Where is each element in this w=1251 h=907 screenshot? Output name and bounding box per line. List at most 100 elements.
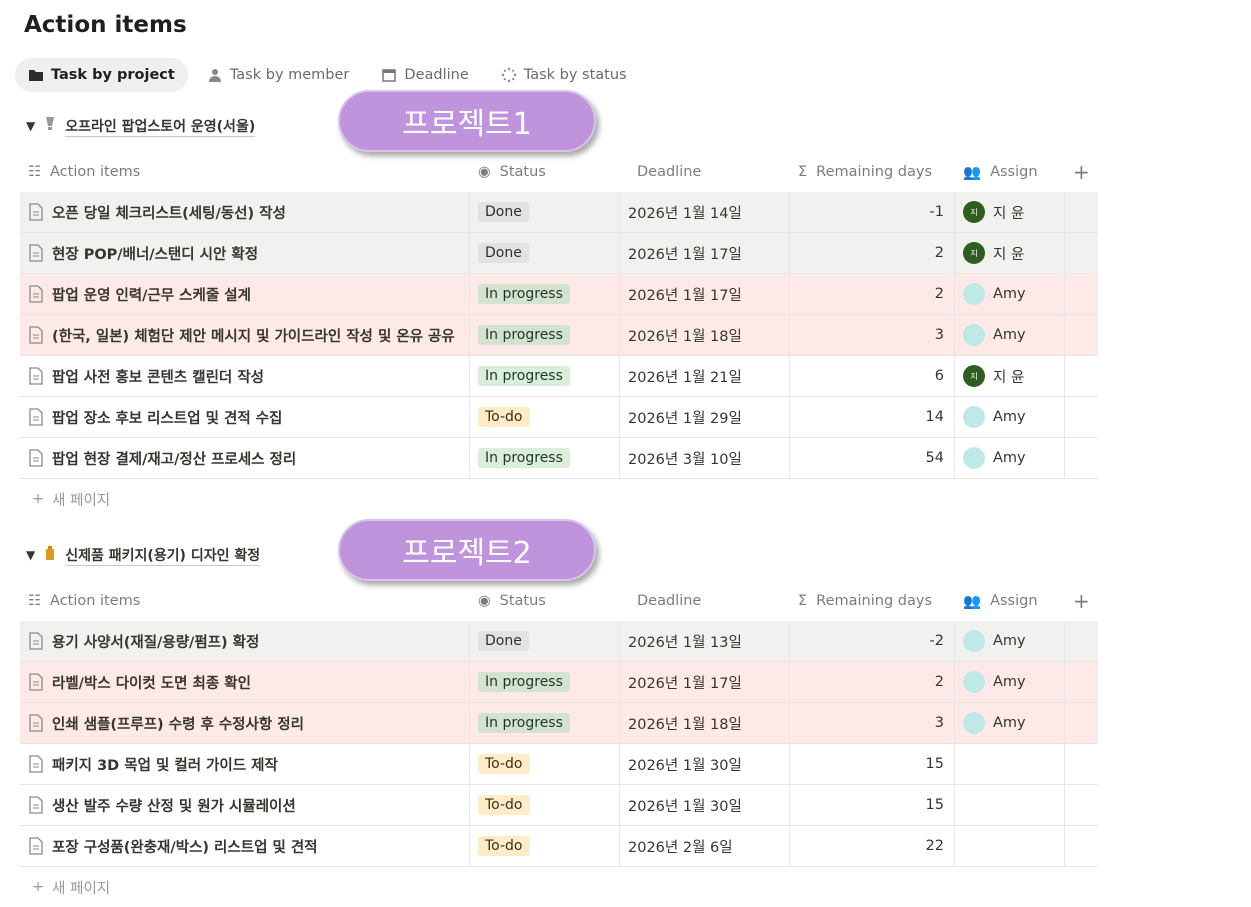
task-name[interactable]: 오픈 당일 체크리스트(세팅/동선) 작성 (52, 205, 286, 222)
task-name[interactable]: 포장 구성품(완충재/박스) 리스트업 및 견적 (52, 839, 318, 856)
task-name[interactable]: 팝업 사전 홍보 콘텐츠 캘린더 작성 (52, 369, 264, 386)
deadline-cell[interactable]: 2026년 1월 21일 (620, 356, 790, 396)
column-remaining-days[interactable]: Σ Remaining days (790, 164, 955, 180)
deadline-cell[interactable]: 2026년 1월 17일 (620, 233, 790, 273)
table-row[interactable]: 생산 발주 수량 산정 및 원가 시뮬레이션 To-do 2026년 1월 30… (20, 785, 1098, 826)
task-name[interactable]: 인쇄 샘플(프루프) 수령 후 수정사항 정리 (52, 716, 304, 733)
table-row[interactable]: 팝업 사전 홍보 콘텐츠 캘린더 작성 In progress 2026년 1월… (20, 356, 1098, 397)
table-row[interactable]: 오픈 당일 체크리스트(세팅/동선) 작성 Done 2026년 1월 14일 … (20, 192, 1098, 233)
assign-cell[interactable] (955, 826, 1065, 866)
empty-cell (1065, 744, 1098, 784)
assign-cell[interactable] (955, 744, 1065, 784)
assign-cell[interactable]: Amy (955, 274, 1065, 314)
task-name[interactable]: 라벨/박스 다이컷 도면 최종 확인 (52, 675, 251, 692)
empty-cell (1065, 438, 1098, 478)
table-row[interactable]: 현장 POP/배너/스탠디 시안 확정 Done 2026년 1월 17일 2 … (20, 233, 1098, 274)
sigma-icon: Σ (798, 164, 808, 180)
column-label: Status (499, 593, 546, 609)
status-badge[interactable]: In progress (478, 366, 570, 386)
deadline-cell[interactable]: 2026년 1월 17일 (620, 274, 790, 314)
assign-cell[interactable] (955, 785, 1065, 825)
task-name[interactable]: 현장 POP/배너/스탠디 시안 확정 (52, 246, 259, 263)
table-row[interactable]: 용기 사양서(재질/용량/펌프) 확정 Done 2026년 1월 13일 -2… (20, 621, 1098, 662)
assign-cell[interactable]: Amy (955, 662, 1065, 702)
deadline-cell[interactable]: 2026년 1월 14일 (620, 192, 790, 232)
column-assign[interactable]: 👥 Assign (955, 593, 1065, 610)
tab-1[interactable]: Task by member (194, 58, 363, 92)
collapse-toggle-icon[interactable]: ▼ (26, 119, 36, 133)
deadline-cell[interactable]: 2026년 1월 29일 (620, 397, 790, 437)
avatar: 지 (963, 242, 985, 264)
table-row[interactable]: 팝업 현장 결제/재고/정산 프로세스 정리 In progress 2026년… (20, 438, 1098, 479)
tab-0[interactable]: Task by project (15, 58, 188, 92)
deadline-cell[interactable]: 2026년 1월 30일 (620, 744, 790, 784)
group-title[interactable]: 오프라인 팝업스토어 운영(서울) (65, 116, 256, 137)
column-status[interactable]: ◉ Status (470, 593, 620, 609)
task-name[interactable]: 생산 발주 수량 산정 및 원가 시뮬레이션 (52, 798, 296, 815)
status-badge[interactable]: Done (478, 202, 529, 222)
task-name[interactable]: 팝업 장소 후보 리스트업 및 견적 수집 (52, 410, 283, 427)
table-row[interactable]: 포장 구성품(완충재/박스) 리스트업 및 견적 To-do 2026년 2월 … (20, 826, 1098, 867)
task-name[interactable]: 팝업 운영 인력/근무 스케줄 설계 (52, 287, 251, 304)
tab-3[interactable]: Task by status (488, 58, 640, 92)
checklist-icon: ☷ (28, 164, 41, 180)
table-header: ☷ Action items ◉ Status Deadline Σ Remainin… (20, 581, 1098, 621)
table-row[interactable]: (한국, 일본) 체험단 제안 메시지 및 가이드라인 작성 및 온유 공유 I… (20, 315, 1098, 356)
checklist-icon: ☷ (28, 593, 41, 609)
status-badge[interactable]: To-do (478, 795, 530, 815)
status-badge[interactable]: In progress (478, 713, 570, 733)
column-assign[interactable]: 👥 Assign (955, 164, 1065, 181)
assign-cell[interactable]: Amy (955, 438, 1065, 478)
column-action-items[interactable]: ☷ Action items (20, 164, 470, 180)
deadline-cell[interactable]: 2026년 1월 30일 (620, 785, 790, 825)
tab-2[interactable]: Deadline (368, 58, 481, 92)
people-icon: 👥 (963, 593, 982, 610)
collapse-toggle-icon[interactable]: ▼ (26, 548, 36, 562)
status-badge[interactable]: In progress (478, 448, 570, 468)
column-action-items[interactable]: ☷ Action items (20, 593, 470, 609)
table-row[interactable]: 인쇄 샘플(프루프) 수령 후 수정사항 정리 In progress 2026… (20, 703, 1098, 744)
assign-cell[interactable]: Amy (955, 621, 1065, 661)
deadline-cell[interactable]: 2026년 1월 17일 (620, 662, 790, 702)
status-badge[interactable]: Done (478, 631, 529, 651)
deadline-cell[interactable]: 2026년 3월 10일 (620, 438, 790, 478)
table-header: ☷ Action items ◉ Status Deadline Σ Remainin… (20, 152, 1098, 192)
status-badge[interactable]: To-do (478, 754, 530, 774)
deadline-cell[interactable]: 2026년 2월 6일 (620, 826, 790, 866)
task-name[interactable]: 용기 사양서(재질/용량/펌프) 확정 (52, 634, 260, 651)
task-name[interactable]: 팝업 현장 결제/재고/정산 프로세스 정리 (52, 451, 297, 468)
status-badge[interactable]: In progress (478, 284, 570, 304)
deadline-cell[interactable]: 2026년 1월 13일 (620, 621, 790, 661)
column-remaining-days[interactable]: Σ Remaining days (790, 593, 955, 609)
deadline-cell[interactable]: 2026년 1월 18일 (620, 315, 790, 355)
column-status[interactable]: ◉ Status (470, 164, 620, 180)
deadline-cell[interactable]: 2026년 1월 18일 (620, 703, 790, 743)
table-row[interactable]: 패키지 3D 목업 및 컬러 가이드 제작 To-do 2026년 1월 30일… (20, 744, 1098, 785)
column-deadline[interactable]: Deadline (620, 164, 790, 180)
task-name[interactable]: 패키지 3D 목업 및 컬러 가이드 제작 (52, 757, 278, 774)
assign-cell[interactable]: Amy (955, 315, 1065, 355)
task-name[interactable]: (한국, 일본) 체험단 제안 메시지 및 가이드라인 작성 및 온유 공유 (52, 328, 455, 345)
status-badge[interactable]: To-do (478, 407, 530, 427)
group-title[interactable]: 신제품 패키지(용기) 디자인 확정 (65, 545, 261, 566)
column-label: Assign (990, 164, 1038, 180)
remaining-days-cell: 54 (790, 438, 955, 478)
table-row[interactable]: 팝업 장소 후보 리스트업 및 견적 수집 To-do 2026년 1월 29일… (20, 397, 1098, 438)
add-column-button[interactable]: + (1073, 589, 1090, 613)
new-page-button[interactable]: + 새 페이지 (20, 479, 1098, 519)
table-row[interactable]: 라벨/박스 다이컷 도면 최종 확인 In progress 2026년 1월 … (20, 662, 1098, 703)
assign-cell[interactable]: Amy (955, 703, 1065, 743)
column-deadline[interactable]: Deadline (620, 593, 790, 609)
status-badge[interactable]: In progress (478, 325, 570, 345)
add-column-button[interactable]: + (1073, 160, 1090, 184)
new-page-button[interactable]: + 새 페이지 (20, 867, 1098, 907)
assign-cell[interactable]: Amy (955, 397, 1065, 437)
status-badge[interactable]: In progress (478, 672, 570, 692)
status-badge[interactable]: To-do (478, 836, 530, 856)
status-badge[interactable]: Done (478, 243, 529, 263)
assignee-name: Amy (993, 286, 1026, 302)
table-row[interactable]: 팝업 운영 인력/근무 스케줄 설계 In progress 2026년 1월 … (20, 274, 1098, 315)
